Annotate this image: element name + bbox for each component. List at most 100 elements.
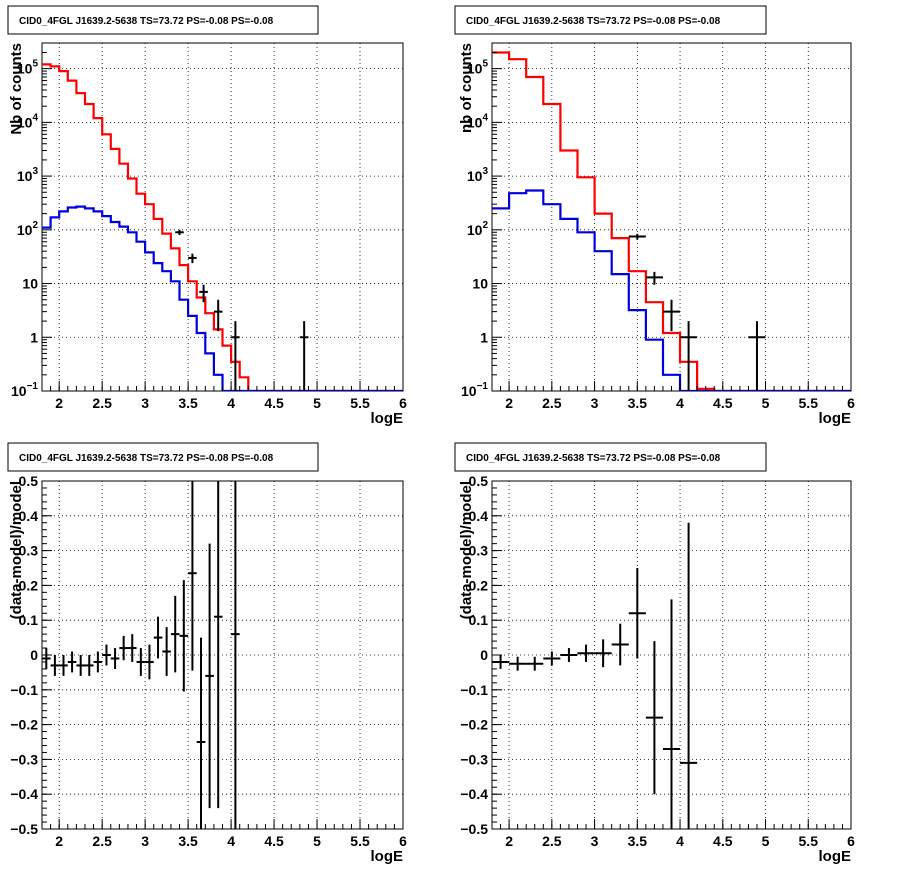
- data-point: [162, 627, 171, 676]
- y-tick-label: 104: [467, 112, 489, 130]
- data-point: [50, 655, 60, 676]
- y-tick-label: 0.1: [19, 612, 39, 628]
- x-tick-label: 3: [591, 833, 599, 849]
- x-tick-label: 2.5: [92, 833, 112, 849]
- data-point: [213, 481, 223, 809]
- data-point: [93, 651, 103, 673]
- y-tick-label: 10: [22, 276, 38, 292]
- x-axis-ticks: 2 2.5 3 3.5 4 4.5 5 5.5 6: [50, 381, 407, 411]
- x-tick-label: 3: [591, 395, 599, 411]
- data-point: [179, 580, 189, 692]
- data-point: [213, 299, 223, 332]
- y-tick-label: 0.5: [19, 473, 39, 489]
- histogram-series-0: [42, 63, 403, 391]
- x-axis-ticks: 2 2.5 3 3.5 4 4.5 5 5.5 6: [500, 381, 855, 411]
- data-point: [188, 253, 197, 264]
- data-point: [199, 284, 208, 303]
- x-tick-label: 3.5: [628, 395, 648, 411]
- y-axis-ticks: 10−1 1 10 102 103 104 105: [11, 42, 52, 399]
- x-axis-title: logE: [371, 410, 404, 427]
- data-point: [509, 656, 527, 671]
- data-point: [102, 644, 111, 666]
- y-tick-label: 0.2: [469, 577, 489, 593]
- x-axis-title: logE: [819, 848, 852, 865]
- x-tick-label: 3.5: [178, 833, 198, 849]
- y-axis-title: (data-model)/model: [458, 481, 475, 619]
- data-points-layer: [175, 229, 309, 391]
- y-axis-ticks: −0.5 −0.4 −0.3 −0.2 −0.1 0 0.1 0.2 0.3 0.4 0.5: [460, 473, 502, 837]
- data-point: [76, 655, 85, 676]
- x-tick-label: 2: [505, 395, 513, 411]
- x-tick-label: 2.5: [542, 395, 562, 411]
- panel-counts-right: CID0_4FGL J1639.2-5638 TS=73.72 PS=-0.08…: [454, 5, 855, 427]
- y-tick-label: 1: [30, 329, 38, 345]
- y-tick-label: 0.4: [19, 508, 39, 524]
- x-tick-label: 5: [762, 833, 770, 849]
- title-box: [454, 5, 767, 35]
- panel-counts-left: CID0_4FGL J1639.2-5638 TS=73.72 PS=-0.08…: [7, 5, 407, 427]
- histogram-series-1: [42, 205, 403, 391]
- y-tick-label: −0.1: [460, 682, 488, 698]
- y-tick-label: 0.2: [19, 577, 39, 593]
- y-tick-label: −0.1: [10, 682, 38, 698]
- y-axis-ticks: 10−1 1 10 102 103 104 105: [461, 42, 502, 399]
- x-tick-label: 5: [762, 395, 770, 411]
- y-tick-label: 10: [472, 276, 488, 292]
- x-tick-label: 6: [847, 395, 855, 411]
- x-tick-label: 4: [676, 395, 684, 411]
- data-point: [136, 648, 146, 676]
- y-tick-label: 103: [467, 166, 489, 184]
- data-point: [594, 639, 612, 668]
- data-point: [170, 595, 180, 673]
- panel-title: CID0_4FGL J1639.2-5638 TS=73.72 PS=-0.08…: [19, 16, 274, 27]
- x-tick-label: 4: [227, 833, 235, 849]
- y-tick-label: 105: [467, 59, 489, 77]
- x-tick-label: 4: [227, 395, 235, 411]
- y-tick-label: 0.4: [469, 508, 489, 524]
- x-tick-label: 2.5: [92, 395, 112, 411]
- x-tick-label: 5: [313, 395, 321, 411]
- title-box: [454, 442, 767, 472]
- data-point: [628, 568, 646, 659]
- panel-title: CID0_4FGL J1639.2-5638 TS=73.72 PS=-0.08…: [19, 453, 274, 464]
- data-point: [645, 271, 663, 285]
- data-point: [526, 656, 544, 671]
- x-tick-label: 4.5: [264, 833, 284, 849]
- y-tick-label: 0.3: [469, 543, 489, 559]
- y-tick-label: −0.5: [10, 821, 38, 837]
- data-point: [680, 522, 698, 829]
- data-point: [231, 321, 240, 391]
- y-tick-label: 103: [17, 166, 39, 184]
- data-point: [153, 616, 163, 659]
- data-point: [84, 655, 94, 676]
- data-point: [127, 634, 137, 662]
- y-tick-label: −0.2: [10, 717, 38, 733]
- x-axis-title: logE: [371, 848, 404, 865]
- data-point: [577, 644, 595, 662]
- y-tick-label: 1: [480, 329, 488, 345]
- series-layer: [492, 51, 851, 391]
- y-tick-label: −0.4: [10, 786, 38, 802]
- data-point: [680, 321, 698, 391]
- x-axis-ticks: 2 2.5 3 3.5 4 4.5 5 5.5 6: [50, 819, 407, 849]
- data-point: [110, 648, 120, 669]
- x-tick-label: 4: [676, 833, 684, 849]
- x-tick-label: 2: [55, 395, 63, 411]
- x-tick-label: 3: [141, 395, 149, 411]
- x-tick-label: 2: [55, 833, 63, 849]
- x-tick-label: 3: [141, 833, 149, 849]
- x-tick-label: 4.5: [713, 833, 733, 849]
- data-point: [628, 233, 646, 240]
- x-tick-label: 5.5: [350, 833, 370, 849]
- data-points-layer: [492, 522, 698, 829]
- data-point: [748, 321, 766, 391]
- plot-frame: [491, 42, 852, 392]
- y-tick-label: −0.2: [460, 717, 488, 733]
- data-point: [205, 543, 214, 809]
- y-tick-label: 105: [17, 59, 39, 77]
- y-tick-label: 102: [467, 220, 489, 238]
- y-tick-label: −0.4: [460, 786, 488, 802]
- x-tick-label: 2.5: [542, 833, 562, 849]
- y-axis-title: nb of counts: [458, 43, 475, 133]
